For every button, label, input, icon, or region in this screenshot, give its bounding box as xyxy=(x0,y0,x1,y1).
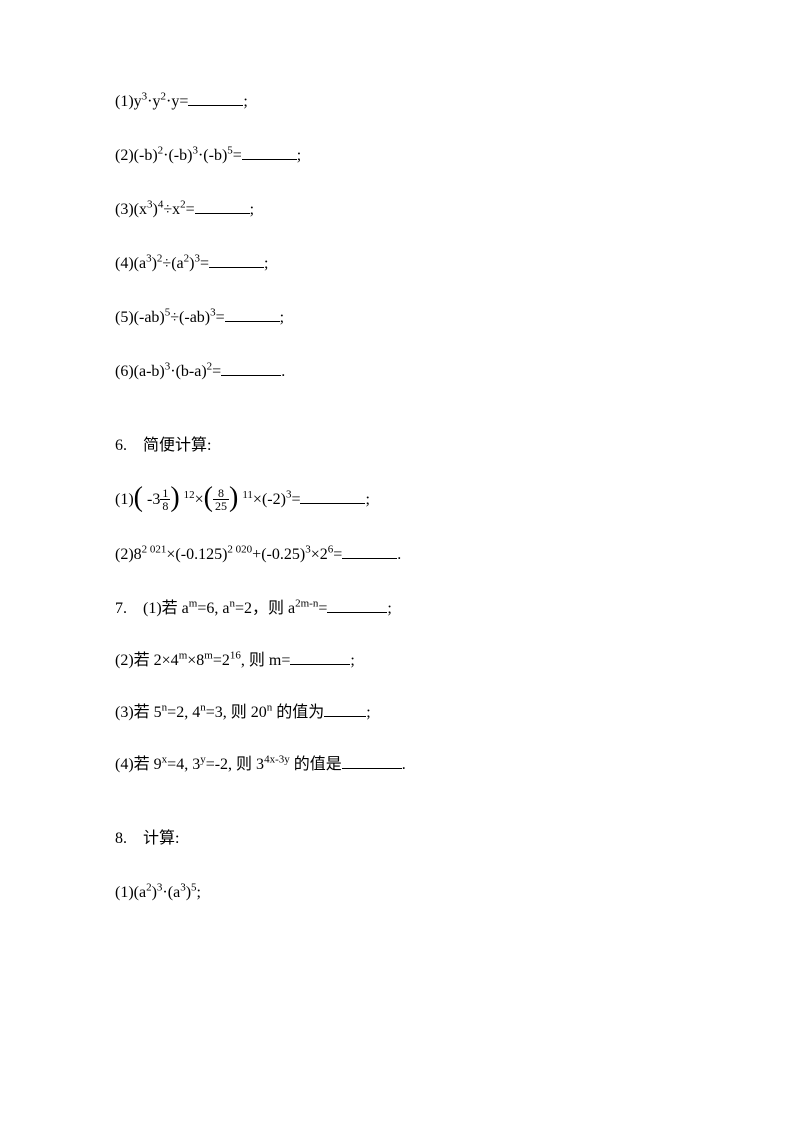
item-number: (2) xyxy=(115,147,134,164)
expression: (-b)2·(-b)3·(-b)5= xyxy=(134,147,242,164)
expression: 若 9x=4, 3y=-2, 则 34x-3y 的值是 xyxy=(134,756,342,773)
tail: ; xyxy=(243,93,247,110)
item-number: (3) xyxy=(115,704,134,721)
paren-close-icon: ) xyxy=(229,487,238,509)
question-7-1: 7. (1)若 am=6, an=2，则 a2m-n=; xyxy=(115,597,679,621)
tail: ; xyxy=(250,201,254,218)
mixed-fraction: -318 xyxy=(143,488,170,513)
blank[interactable] xyxy=(195,198,250,214)
heading-text: 8. 计算: xyxy=(115,830,179,847)
blank[interactable] xyxy=(209,252,264,268)
question-3: (3)(x3)4÷x2=; xyxy=(115,198,679,222)
item-number: (1) xyxy=(115,491,134,508)
item-number: (5) xyxy=(115,309,134,326)
expression: 82 021×(-0.125)2 020+(-0.25)3×26= xyxy=(134,546,343,563)
question-7-2: (2)若 2×4m×8m=216, 则 m=; xyxy=(115,649,679,673)
blank[interactable] xyxy=(327,597,387,613)
expression: 若 5n=2, 4n=3, 则 20n 的值为 xyxy=(134,704,325,721)
heading-text: 6. 简便计算: xyxy=(115,437,211,454)
fraction: 18 xyxy=(160,487,170,512)
expression: (x3)4÷x2= xyxy=(134,201,195,218)
expression: (-ab)5÷(-ab)3= xyxy=(134,309,225,326)
blank[interactable] xyxy=(242,144,297,160)
expression: 若 2×4m×8m=216, 则 m= xyxy=(134,652,291,669)
question-6-2: (2)82 021×(-0.125)2 020+(-0.25)3×26=. xyxy=(115,543,679,567)
blank[interactable] xyxy=(188,90,243,106)
tail: ; xyxy=(387,600,391,617)
tail: ; xyxy=(365,491,369,508)
question-8-1: (1)(a2)3·(a3)5; xyxy=(115,881,679,905)
expression: y3·y2·y= xyxy=(134,93,189,110)
question-7-4: (4)若 9x=4, 3y=-2, 则 34x-3y 的值是. xyxy=(115,753,679,777)
item-number: (4) xyxy=(115,756,134,773)
heading-text: 7. (1)若 am=6, an=2，则 a2m-n= xyxy=(115,600,327,617)
blank[interactable] xyxy=(221,360,281,376)
question-6-1: (1)( -318) 12×(825) 11×(-2)3=; xyxy=(115,488,679,513)
expression: (a3)2÷(a2)3= xyxy=(134,255,209,272)
section-6-heading: 6. 简便计算: xyxy=(115,434,679,458)
item-number: (2) xyxy=(115,652,134,669)
tail: ; xyxy=(297,147,301,164)
question-1: (1)y3·y2·y=; xyxy=(115,90,679,114)
item-number: (1) xyxy=(115,884,134,901)
tail: ; xyxy=(264,255,268,272)
tail: ; xyxy=(366,704,370,721)
blank[interactable] xyxy=(225,306,280,322)
question-2: (2)(-b)2·(-b)3·(-b)5=; xyxy=(115,144,679,168)
tail: . xyxy=(281,363,285,380)
question-5: (5)(-ab)5÷(-ab)3=; xyxy=(115,306,679,330)
item-number: (3) xyxy=(115,201,134,218)
paren-close-icon: ) xyxy=(170,487,179,509)
section-8-heading: 8. 计算: xyxy=(115,827,679,851)
question-4: (4)(a3)2÷(a2)3=; xyxy=(115,252,679,276)
blank[interactable] xyxy=(342,543,397,559)
blank[interactable] xyxy=(300,488,365,504)
blank[interactable] xyxy=(290,649,350,665)
tail: . xyxy=(397,546,401,563)
item-number: (4) xyxy=(115,255,134,272)
paren-open-icon: ( xyxy=(134,487,143,509)
item-number: (2) xyxy=(115,546,134,563)
tail: ; xyxy=(350,652,354,669)
blank[interactable] xyxy=(324,701,366,717)
fraction: 825 xyxy=(213,487,229,512)
expression: (a-b)3·(b-a)2= xyxy=(134,363,222,380)
paren-open-icon: ( xyxy=(204,487,213,509)
expression: ×(-2)3= xyxy=(253,491,301,508)
tail: ; xyxy=(280,309,284,326)
item-number: (6) xyxy=(115,363,134,380)
item-number: (1) xyxy=(115,93,134,110)
question-6: (6)(a-b)3·(b-a)2=. xyxy=(115,360,679,384)
question-7-3: (3)若 5n=2, 4n=3, 则 20n 的值为; xyxy=(115,701,679,725)
blank[interactable] xyxy=(342,753,402,769)
tail: . xyxy=(402,756,406,773)
expression: (a2)3·(a3)5; xyxy=(134,884,201,901)
